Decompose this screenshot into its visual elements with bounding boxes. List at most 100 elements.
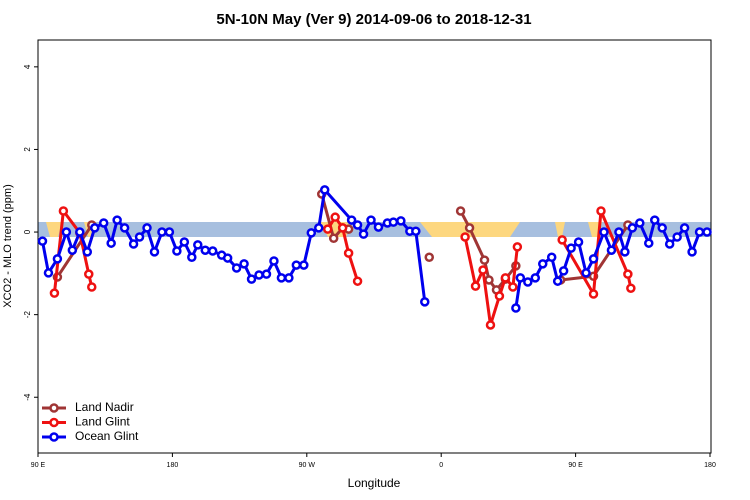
data-point xyxy=(635,218,645,228)
data-point xyxy=(679,223,690,233)
chart-title: 5N-10N May (Ver 9) 2014-09-06 to 2018-12… xyxy=(216,11,531,28)
data-point xyxy=(134,232,145,242)
data-point xyxy=(75,227,85,237)
data-point xyxy=(627,223,638,233)
data-point xyxy=(276,273,287,283)
data-point xyxy=(284,273,294,283)
data-point xyxy=(89,223,100,233)
data-point xyxy=(464,223,475,233)
data-point xyxy=(552,276,563,286)
data-point xyxy=(49,288,60,298)
data-point xyxy=(128,239,139,249)
data-point xyxy=(420,297,430,307)
data-point xyxy=(511,303,521,313)
data-point xyxy=(546,252,557,262)
data-point xyxy=(98,218,109,228)
data-point xyxy=(306,228,317,238)
data-point xyxy=(484,275,494,285)
data-point xyxy=(346,215,357,225)
data-point xyxy=(494,291,505,301)
data-point xyxy=(694,227,705,237)
data-point xyxy=(388,217,399,227)
data-point xyxy=(119,223,130,233)
data-point xyxy=(649,215,660,225)
data-point xyxy=(672,232,682,242)
data-point xyxy=(644,238,654,248)
data-point xyxy=(411,226,421,236)
data-point xyxy=(61,227,72,237)
data-point xyxy=(313,223,324,233)
data-point xyxy=(657,223,667,233)
data-point xyxy=(43,268,54,278)
data-point xyxy=(164,227,175,237)
data-point xyxy=(352,276,363,286)
data-point xyxy=(702,227,712,237)
y-tick-label: -2 xyxy=(23,311,32,319)
data-point xyxy=(87,282,97,292)
data-point xyxy=(596,206,606,216)
data-point xyxy=(330,212,340,222)
data-point xyxy=(254,270,264,280)
legend-marker xyxy=(49,417,59,428)
data-point xyxy=(396,216,406,226)
x-tick-label: 90 E xyxy=(568,462,583,469)
data-point xyxy=(58,206,69,216)
x-tick-label: 180 xyxy=(167,462,179,469)
data-point xyxy=(573,237,584,247)
x-axis-label: Longitude xyxy=(348,476,401,490)
y-tick-label: 4 xyxy=(23,64,32,69)
data-point xyxy=(581,268,591,278)
data-point xyxy=(537,259,548,269)
y-axis-label: XCO2 - MLO trend (ppm) xyxy=(2,184,14,307)
legend-label: Ocean Glint xyxy=(75,429,139,443)
data-point xyxy=(149,247,160,257)
data-point xyxy=(664,239,675,249)
data-point xyxy=(500,273,511,283)
data-point xyxy=(82,247,93,257)
data-point xyxy=(557,235,567,245)
legend-label: Land Nadir xyxy=(75,400,134,414)
data-point xyxy=(337,223,348,233)
plot-frame xyxy=(37,39,712,454)
data-point xyxy=(523,277,533,287)
data-point xyxy=(558,266,569,276)
data-point xyxy=(84,269,94,279)
legend-label: Land Glint xyxy=(75,415,130,429)
data-point xyxy=(328,233,339,243)
data-point xyxy=(478,265,488,275)
data-point xyxy=(246,274,257,284)
x-tick-label: 180 xyxy=(704,462,716,469)
data-point xyxy=(373,222,384,232)
data-point xyxy=(424,252,435,262)
data-point xyxy=(599,227,609,237)
data-point xyxy=(508,282,518,292)
data-point xyxy=(322,224,333,234)
data-point xyxy=(485,320,496,330)
data-point xyxy=(112,215,122,225)
data-point xyxy=(261,269,272,279)
data-point xyxy=(291,260,302,270)
data-point xyxy=(366,215,376,225)
data-point xyxy=(588,254,599,264)
x-tick-label: 90 W xyxy=(299,462,316,469)
data-point xyxy=(222,253,233,263)
data-point xyxy=(67,245,78,255)
data-point xyxy=(239,259,249,269)
data-point xyxy=(157,227,167,237)
data-point xyxy=(231,263,242,273)
data-point xyxy=(606,245,617,255)
data-point xyxy=(687,247,697,257)
data-point xyxy=(343,248,354,258)
legend-marker xyxy=(49,403,59,413)
data-point xyxy=(193,240,203,250)
data-point xyxy=(172,246,182,256)
data-point xyxy=(299,260,309,270)
data-point xyxy=(530,273,541,283)
y-tick-label: 2 xyxy=(23,147,32,152)
data-point xyxy=(187,252,197,262)
data-point xyxy=(319,185,330,195)
data-point xyxy=(455,206,466,216)
data-point xyxy=(626,283,636,293)
data-point xyxy=(352,220,363,230)
